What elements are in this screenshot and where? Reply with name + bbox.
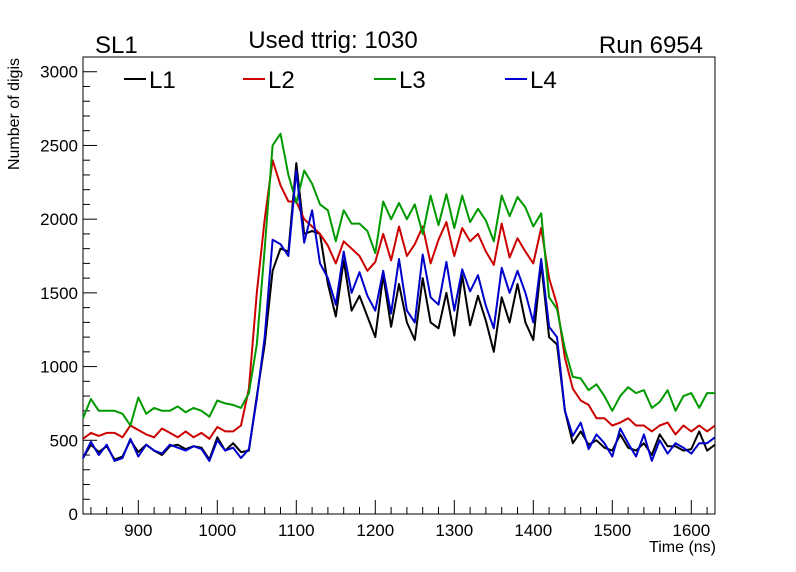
x-tick-label: 1500 — [593, 521, 631, 540]
chart-title: Used ttrig: 1030 — [248, 27, 417, 54]
legend: L1 L2 L3 L4 — [124, 67, 557, 94]
series-line-l4 — [82, 169, 716, 462]
x-tick-label: 1600 — [672, 521, 710, 540]
series-layer — [82, 132, 716, 462]
x-tick-label: 900 — [124, 521, 152, 540]
series-line-l3 — [82, 132, 715, 427]
y-axis-label: Number of digis — [6, 58, 23, 170]
y-tick-label: 0 — [69, 505, 78, 524]
legend-label-l3: L3 — [399, 67, 426, 94]
x-axis-label: Time (ns) — [649, 539, 716, 556]
plot-frame — [82, 56, 716, 515]
run-label: Run 6954 — [599, 32, 703, 59]
legend-label-l1: L1 — [149, 67, 176, 94]
y-tick-label: 1000 — [40, 358, 78, 377]
x-tick-label: 1300 — [435, 521, 473, 540]
series-line-l1 — [82, 162, 716, 461]
x-tick-label: 1000 — [198, 521, 236, 540]
y-tick-label: 1500 — [40, 284, 78, 303]
x-tick-label: 1100 — [278, 521, 315, 540]
y-axis: 0 500 1000 1500 2000 2500 3000 — [40, 56, 97, 524]
y-tick-label: 2500 — [40, 136, 78, 155]
sl-label: SL1 — [95, 32, 138, 59]
x-tick-label: 1200 — [356, 521, 394, 540]
legend-label-l2: L2 — [268, 67, 295, 94]
y-tick-label: 3000 — [40, 63, 78, 82]
x-axis: 900 1000 1100 1200 1300 1400 1500 1600 — [90, 500, 710, 540]
y-tick-label: 500 — [50, 431, 78, 450]
y-tick-label: 2000 — [40, 210, 78, 229]
legend-label-l4: L4 — [530, 67, 557, 94]
x-tick-label: 1400 — [514, 521, 552, 540]
series-line-l2 — [82, 159, 716, 440]
